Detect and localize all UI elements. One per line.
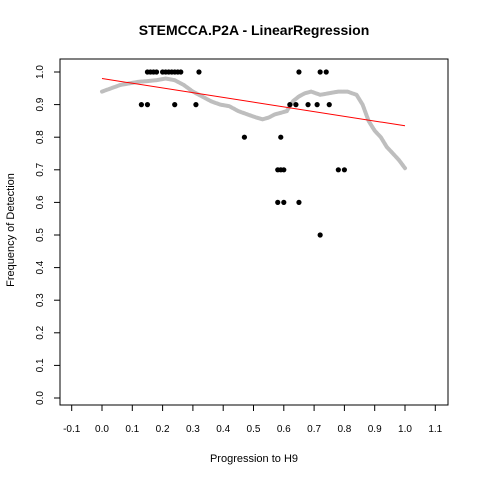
scatter-point [314, 102, 320, 108]
y-tick-label: 0.1 [35, 358, 46, 372]
scatter-point [278, 134, 284, 140]
plot-frame [59, 58, 449, 406]
scatter-point [281, 167, 287, 173]
scatter-point [296, 199, 302, 205]
x-tick-label: 1.0 [398, 424, 412, 435]
scatter-point [317, 232, 323, 238]
y-tick-label: 0.0 [35, 391, 46, 405]
scatter-point [172, 102, 178, 108]
scatter-point [296, 69, 302, 75]
x-axis-label: Progression to H9 [210, 453, 298, 465]
data-points [138, 69, 347, 238]
scatter-point [275, 199, 281, 205]
scatter-point [341, 167, 347, 173]
x-tick-label: 0.6 [277, 424, 291, 435]
y-axis: 0.0 0.1 0.2 0.3 0.4 0.5 0.6 0.7 0.8 0.9 1.0 [35, 65, 60, 405]
x-tick-label: 0.8 [337, 424, 351, 435]
scatter-point [335, 167, 341, 173]
scatter-point [153, 69, 160, 75]
x-tick-label: 0.4 [216, 424, 230, 435]
scatter-point [323, 69, 329, 75]
y-tick-label: 0.5 [35, 228, 46, 242]
y-tick-label: 0.2 [35, 325, 46, 339]
x-tick-label: -0.1 [63, 424, 81, 435]
x-tick-label: 0.3 [186, 424, 200, 435]
x-tick-label: 0.2 [156, 424, 170, 435]
smoothed-trend [100, 76, 407, 171]
smooth-line [100, 76, 407, 171]
scatter-point [193, 102, 199, 108]
scatter-point [138, 102, 144, 108]
y-tick-label: 0.8 [35, 130, 46, 144]
chart-title: STEMCCA.P2A - LinearRegression [139, 22, 370, 38]
x-tick-label: 0.0 [95, 424, 109, 435]
y-tick-label: 1.0 [35, 65, 46, 79]
x-tick-label: 0.9 [368, 424, 382, 435]
x-tick-label: 0.1 [125, 424, 139, 435]
y-tick-label: 0.3 [35, 293, 46, 307]
x-axis: -0.1 0.0 0.1 0.2 0.3 0.4 0.5 0.6 0.7 0.8 0.9 1.0 1.1 [63, 405, 443, 435]
y-axis-label: Frequency of Detection [5, 173, 17, 287]
y-tick-label: 0.7 [35, 162, 46, 176]
scatter-point [241, 134, 248, 140]
scatter-point [178, 69, 184, 75]
y-tick-label: 0.6 [35, 195, 46, 209]
x-tick-label: 0.5 [247, 424, 261, 435]
scatter-point [281, 199, 287, 205]
scatter-point [317, 69, 323, 75]
y-tick-label: 0.9 [35, 97, 46, 111]
scatter-point [305, 102, 311, 108]
scatter-point [293, 102, 299, 108]
y-tick-label: 0.4 [35, 260, 46, 274]
x-tick-label: 0.7 [307, 424, 321, 435]
scatter-point [196, 69, 202, 75]
regression-line-group [101, 78, 406, 127]
scatter-point [287, 102, 293, 108]
x-tick-label: 1.1 [428, 424, 442, 435]
regression-line [101, 78, 406, 127]
scatter-point [326, 102, 332, 108]
scatter-point [144, 102, 151, 108]
